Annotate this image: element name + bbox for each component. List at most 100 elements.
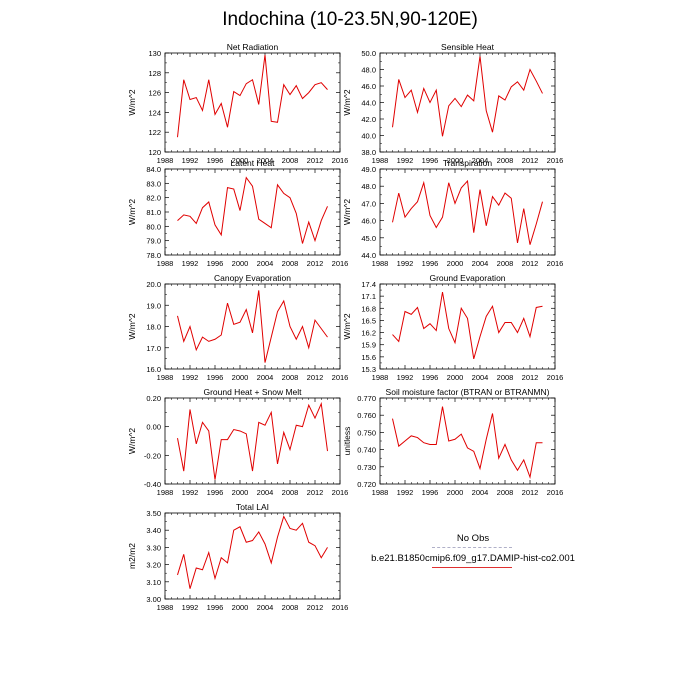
chart-panel: Transpiration W/m^2 1988 1992 1996 2000 2004 20… [342, 158, 563, 268]
y-tick-label: 0.740 [357, 446, 376, 455]
legend-model-entry: b.e21.B1850cmip6.f09_g17.DAMIP-hist-co2.… [362, 553, 584, 573]
x-tick-label: 2004 [472, 373, 489, 382]
legend-obs-line [432, 547, 512, 548]
panel-title: Latent Heat [231, 158, 276, 168]
y-tick-label: 44.0 [361, 251, 376, 260]
x-tick-label: 1992 [182, 603, 199, 612]
series-line [177, 515, 328, 589]
y-tick-label: 49.0 [361, 165, 376, 174]
y-tick-label: 81.0 [146, 208, 161, 217]
y-tick-label: 17.4 [361, 280, 376, 289]
y-tick-label: 45.0 [361, 234, 376, 243]
y-tick-label: 48.0 [361, 182, 376, 191]
y-tick-label: 15.9 [361, 341, 376, 350]
chart-panel: Canopy Evaporation W/m^2 1988 1992 1996 2000 2… [127, 273, 348, 382]
x-tick-label: 1988 [157, 259, 174, 268]
y-axis-label: W/m^2 [342, 89, 352, 115]
panel-title: Sensible Heat [441, 42, 495, 52]
y-tick-label: 120 [148, 148, 161, 157]
y-tick-label: 44.0 [361, 99, 376, 108]
x-tick-label: 2004 [257, 488, 274, 497]
legend-model-line [432, 567, 512, 568]
x-tick-label: 2008 [282, 488, 299, 497]
x-tick-label: 1996 [207, 373, 224, 382]
x-tick-label: 2008 [497, 373, 514, 382]
y-axis-label: m2/m2 [127, 543, 137, 569]
x-tick-label: 2016 [332, 488, 349, 497]
x-tick-label: 1988 [372, 156, 389, 165]
y-tick-label: 83.0 [146, 179, 161, 188]
x-tick-label: 2008 [282, 603, 299, 612]
x-tick-label: 2008 [282, 156, 299, 165]
x-tick-label: 1992 [397, 156, 414, 165]
x-tick-label: 1996 [422, 259, 439, 268]
y-axis-label: W/m^2 [127, 89, 137, 115]
x-tick-label: 1996 [207, 156, 224, 165]
x-tick-label: 1996 [207, 603, 224, 612]
x-tick-label: 2016 [547, 156, 564, 165]
y-tick-label: 48.0 [361, 66, 376, 75]
panel-title: Transpiration [443, 158, 493, 168]
x-tick-label: 1996 [422, 373, 439, 382]
chart-panel: Total LAI m2/m2 1988 1992 1996 2000 2004 2008 20… [127, 502, 348, 612]
series-line [177, 54, 328, 138]
y-tick-label: 124 [148, 108, 161, 117]
panel-title: Ground Evaporation [429, 273, 505, 283]
y-tick-label: 0.760 [357, 411, 376, 420]
y-tick-label: 0.720 [357, 480, 376, 489]
x-tick-label: 1996 [422, 488, 439, 497]
y-tick-label: 0.770 [357, 394, 376, 403]
series-line [392, 179, 543, 245]
x-tick-label: 2000 [447, 373, 464, 382]
plot-frame [164, 168, 341, 256]
legend-model-label: b.e21.B1850cmip6.f09_g17.DAMIP-hist-co2.… [371, 553, 575, 564]
y-tick-label: -0.20 [144, 451, 161, 460]
y-tick-label: 46.0 [361, 217, 376, 226]
x-tick-label: 2012 [522, 488, 539, 497]
chart-panel: Latent Heat W/m^2 1988 1992 1996 2000 2004 2008… [127, 158, 348, 268]
plot-frame [164, 52, 341, 153]
x-tick-label: 2016 [547, 488, 564, 497]
x-tick-label: 1996 [422, 156, 439, 165]
y-tick-label: 0.00 [146, 423, 161, 432]
chart-panel: Ground Heat + Snow Melt W/m^2 1988 1992 1996… [127, 387, 348, 497]
series-line [392, 292, 543, 360]
x-tick-label: 2000 [232, 156, 249, 165]
y-tick-label: 82.0 [146, 194, 161, 203]
y-tick-label: 16.0 [146, 365, 161, 374]
x-tick-label: 2004 [257, 603, 274, 612]
x-tick-label: 2012 [307, 259, 324, 268]
x-tick-label: 2000 [447, 488, 464, 497]
x-tick-label: 1992 [182, 488, 199, 497]
y-tick-label: 42.0 [361, 115, 376, 124]
y-axis-label: W/m^2 [342, 199, 352, 225]
x-tick-label: 2012 [307, 603, 324, 612]
x-tick-label: 1992 [397, 488, 414, 497]
y-tick-label: 16.2 [361, 329, 376, 338]
y-tick-label: 3.40 [146, 526, 161, 535]
y-axis-label: W/m^2 [127, 313, 137, 339]
y-axis-label: W/m^2 [127, 199, 137, 225]
y-tick-label: 3.30 [146, 543, 161, 552]
x-tick-label: 2012 [307, 488, 324, 497]
plot-frame [379, 397, 556, 485]
x-tick-label: 2004 [257, 259, 274, 268]
x-tick-label: 1988 [372, 259, 389, 268]
series-line [177, 176, 328, 244]
x-tick-label: 2012 [522, 259, 539, 268]
x-tick-label: 1996 [207, 259, 224, 268]
x-tick-label: 1992 [397, 259, 414, 268]
x-tick-label: 2012 [307, 373, 324, 382]
x-tick-label: 2000 [447, 259, 464, 268]
panel-title: Ground Heat + Snow Melt [203, 387, 302, 397]
x-tick-label: 2016 [547, 373, 564, 382]
y-tick-label: -0.40 [144, 480, 161, 489]
y-tick-label: 3.00 [146, 595, 161, 604]
chart-panel: Ground Evaporation W/m^2 1988 1992 1996 2000 2… [342, 273, 563, 382]
x-tick-label: 1988 [157, 603, 174, 612]
x-tick-label: 1988 [372, 373, 389, 382]
y-tick-label: 78.0 [146, 251, 161, 260]
y-tick-label: 128 [148, 69, 161, 78]
y-tick-label: 130 [148, 49, 161, 58]
x-tick-label: 1992 [182, 156, 199, 165]
